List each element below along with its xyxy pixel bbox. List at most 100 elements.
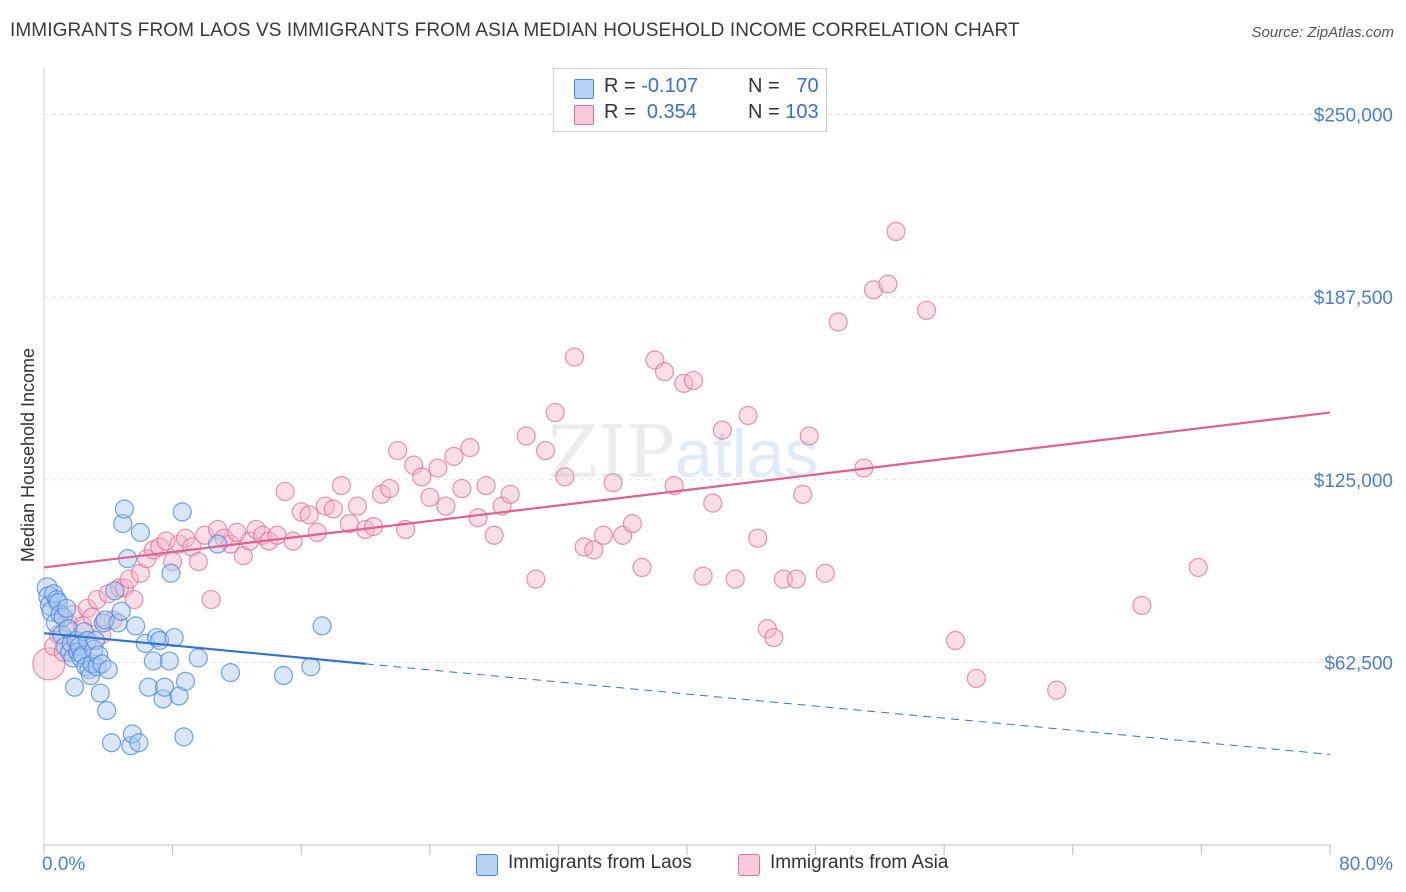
gridlines	[44, 114, 1395, 663]
series-legend: Immigrants from Laos Immigrants from Asi…	[0, 852, 1406, 878]
asia-point-46	[323, 499, 343, 519]
asia-point-99	[815, 563, 835, 583]
series-asia-points	[32, 221, 1208, 700]
asia-point-100	[828, 312, 848, 332]
y-tick-label-1: $125,000	[1314, 471, 1393, 492]
watermark-zip: ZIP	[548, 410, 675, 494]
asia-point-39	[267, 525, 287, 545]
asia-point-106	[1132, 595, 1152, 616]
asia-point-61	[444, 446, 464, 466]
asia-point-53	[380, 478, 400, 499]
axes	[43, 68, 1331, 855]
asia-point-92	[748, 528, 768, 548]
laos-point-52	[138, 677, 159, 697]
asia-point-74	[564, 347, 585, 367]
asia-point-105	[966, 668, 986, 689]
asia-point-80	[622, 513, 642, 534]
asia-point-16	[119, 569, 139, 589]
laos-trendline-extension	[365, 663, 1331, 755]
asia-point-78	[603, 473, 623, 493]
legend-n-asia: N = 103	[748, 101, 819, 123]
asia-point-98	[799, 426, 819, 446]
laos-point-66	[208, 534, 228, 554]
laos-point-48	[126, 616, 146, 636]
asia-point-54	[388, 440, 408, 461]
chart-title: IMMIGRANTS FROM LAOS VS IMMIGRANTS FROM …	[10, 20, 1020, 41]
asia-point-102	[863, 280, 884, 300]
legend-r-value-asia: 0.354	[646, 101, 697, 123]
asia-point-83	[654, 362, 675, 382]
laos-point-68	[273, 665, 294, 686]
asia-point-69	[516, 426, 536, 446]
laos-point-64	[175, 671, 196, 691]
laos-point-39	[101, 733, 122, 753]
asia-point-103	[886, 221, 906, 241]
source-label: Source: ZipAtlas.com	[1251, 24, 1394, 41]
asia-point-63	[460, 438, 480, 458]
laos-point-30	[85, 630, 106, 651]
asia-point-97	[793, 484, 813, 504]
asia-point-59	[428, 458, 448, 478]
asia-point-108	[1047, 680, 1067, 700]
asia-point-72	[545, 402, 565, 423]
laos-point-65	[188, 648, 208, 668]
laos-point-37	[97, 700, 117, 721]
asia-point-40	[275, 481, 295, 502]
laos-point-12	[56, 598, 77, 618]
asia-point-76	[584, 540, 604, 560]
asia-point-71	[535, 440, 556, 461]
legend-swatch-asia	[574, 105, 594, 125]
laos-point-70	[312, 616, 332, 636]
laos-point-57	[154, 677, 175, 697]
laos-point-67	[220, 663, 241, 683]
asia-point-49	[347, 496, 368, 516]
laos-point-33	[90, 683, 110, 703]
asia-point-70	[526, 569, 546, 589]
trendlines	[43, 411, 1331, 755]
asia-point-64	[468, 508, 488, 528]
y-tick-label-0: $62,500	[1324, 653, 1393, 674]
asia-point-77	[593, 525, 614, 545]
laos-point-17	[64, 677, 85, 697]
series-laos-points	[36, 499, 332, 756]
asia-point-96	[786, 569, 806, 589]
x-tick-label-min: 0.0%	[42, 854, 85, 875]
legend-item-asia-label: Immigrants from Asia	[770, 852, 949, 873]
asia-point-57	[412, 467, 432, 487]
legend-n-laos: N = 70	[748, 75, 819, 97]
laos-point-53	[143, 651, 163, 671]
y-tick-label-2: $187,500	[1314, 288, 1393, 309]
asia-point-17	[124, 589, 144, 610]
laos-point-63	[174, 727, 194, 747]
asia-point-73	[555, 467, 575, 487]
asia-point-41	[283, 531, 303, 551]
legend-n-value-laos: 70	[796, 75, 819, 97]
legend-swatch-laos	[574, 79, 594, 99]
laos-point-49	[129, 733, 149, 753]
asia-point-86	[683, 370, 704, 391]
asia-point-10	[87, 589, 107, 610]
asia-point-65	[476, 476, 496, 496]
laos-trendline	[43, 632, 366, 665]
y-tick-labels: $62,500 $125,000 $187,500 $250,000	[1314, 106, 1393, 675]
laos-point-40	[105, 581, 125, 601]
laos-point-35	[93, 613, 114, 633]
asia-point-44	[307, 522, 327, 542]
watermark: ZIPatlas	[548, 410, 819, 494]
asia-point-66	[484, 525, 504, 545]
asia-point-89	[712, 420, 732, 440]
laos-point-4	[44, 584, 64, 604]
legend-r-asia: R = 0.354	[604, 101, 697, 123]
asia-point-87	[693, 566, 713, 586]
asia-point-62	[452, 478, 472, 499]
legend-r-value-laos: -0.107	[641, 75, 698, 97]
asia-point-110	[916, 300, 937, 320]
asia-point-0	[32, 647, 66, 681]
legend-n-value-asia: 103	[785, 101, 819, 123]
laos-point-58	[159, 651, 179, 671]
legend-r-laos: R = -0.107	[604, 75, 698, 97]
laos-point-43	[113, 513, 133, 534]
laos-point-44	[114, 499, 134, 519]
laos-point-62	[172, 502, 192, 522]
